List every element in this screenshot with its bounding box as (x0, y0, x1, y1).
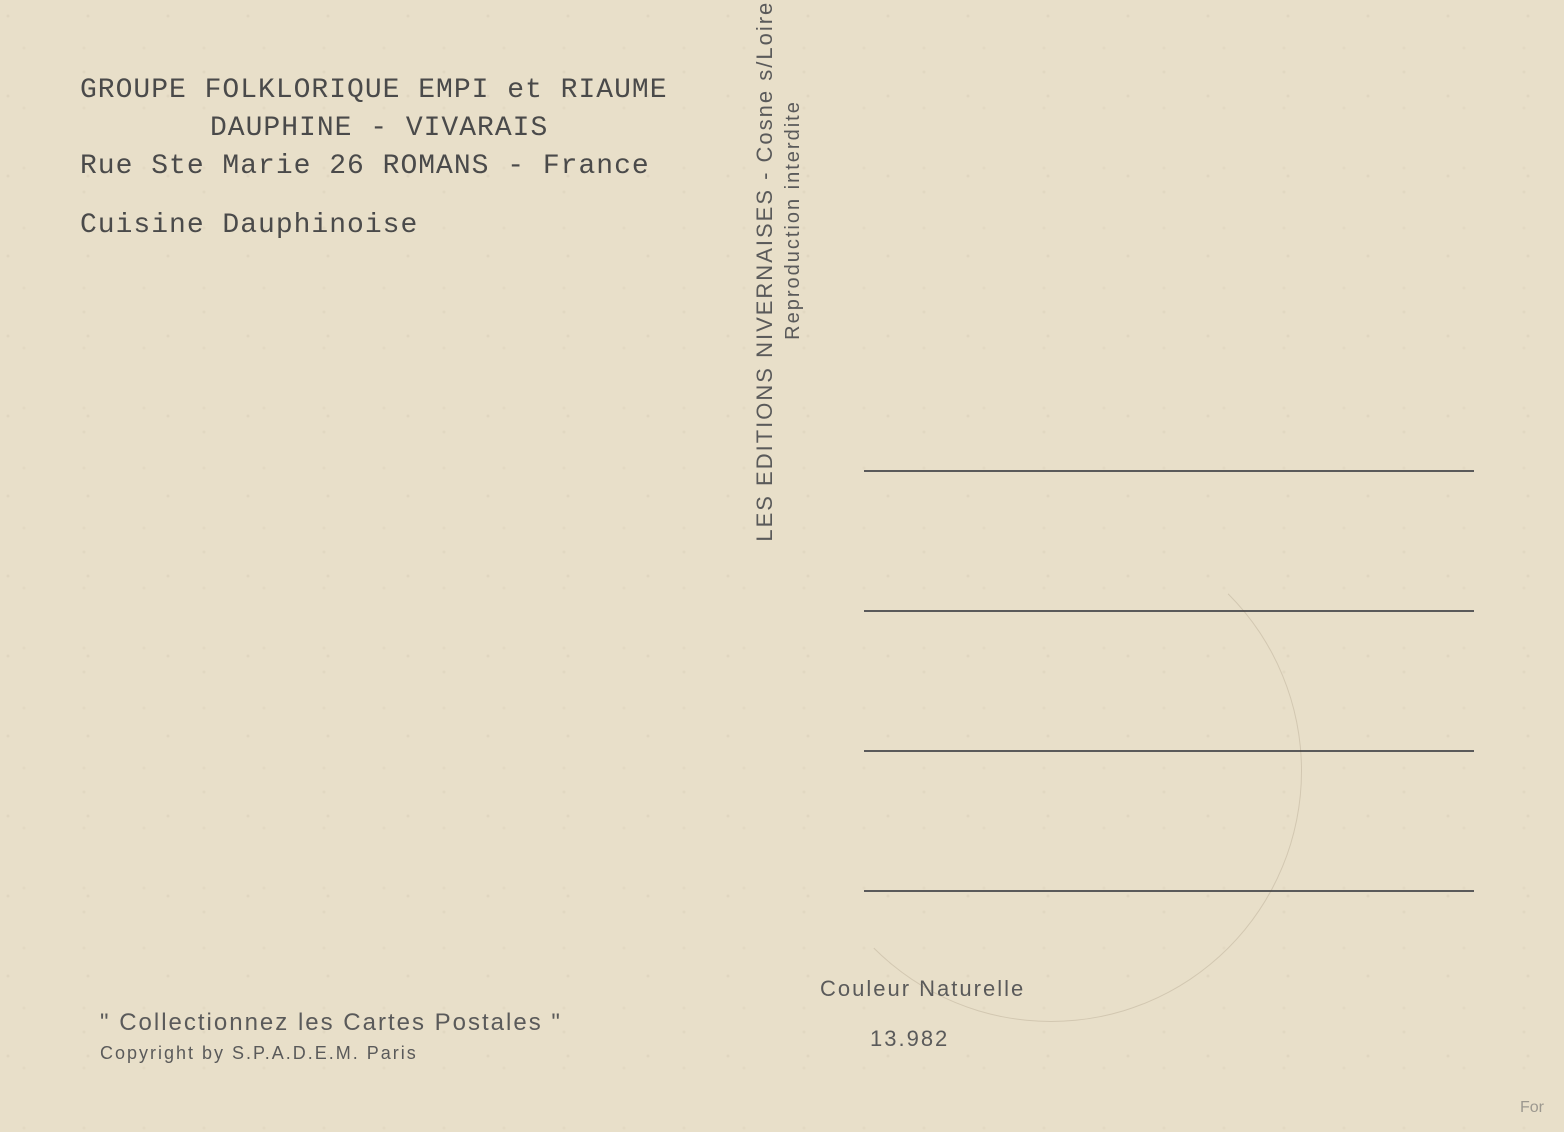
address-line-2 (864, 610, 1474, 612)
publisher-line-2: Reproduction interdite (782, 0, 805, 570)
color-label: Couleur Naturelle (820, 976, 1025, 1002)
postmark-arc (800, 520, 1302, 1022)
collect-slogan: " Collectionnez les Cartes Postales " (100, 1009, 562, 1037)
address-line-1 (864, 470, 1474, 472)
header-line-1: GROUPE FOLKLORIQUE EMPI et RIAUME (80, 72, 668, 110)
header-block: GROUPE FOLKLORIQUE EMPI et RIAUME DAUPHI… (80, 72, 668, 245)
address-line-3 (864, 750, 1474, 752)
copyright-line: Copyright by S.P.A.D.E.M. Paris (100, 1043, 418, 1064)
reference-number: 13.982 (870, 1026, 949, 1052)
site-watermark: For (1520, 1099, 1544, 1117)
header-line-2: DAUPHINE - VIVARAIS (80, 110, 668, 148)
header-line-3: Rue Ste Marie 26 ROMANS - France (80, 148, 668, 186)
postcard-back: GROUPE FOLKLORIQUE EMPI et RIAUME DAUPHI… (0, 0, 1564, 1132)
publisher-line-1: LES EDITIONS NIVERNAISES - Cosne s/Loire… (752, 0, 778, 570)
header-line-4: Cuisine Dauphinoise (80, 207, 668, 245)
address-line-4 (864, 890, 1474, 892)
publisher-block: LES EDITIONS NIVERNAISES - Cosne s/Loire… (752, 0, 805, 570)
